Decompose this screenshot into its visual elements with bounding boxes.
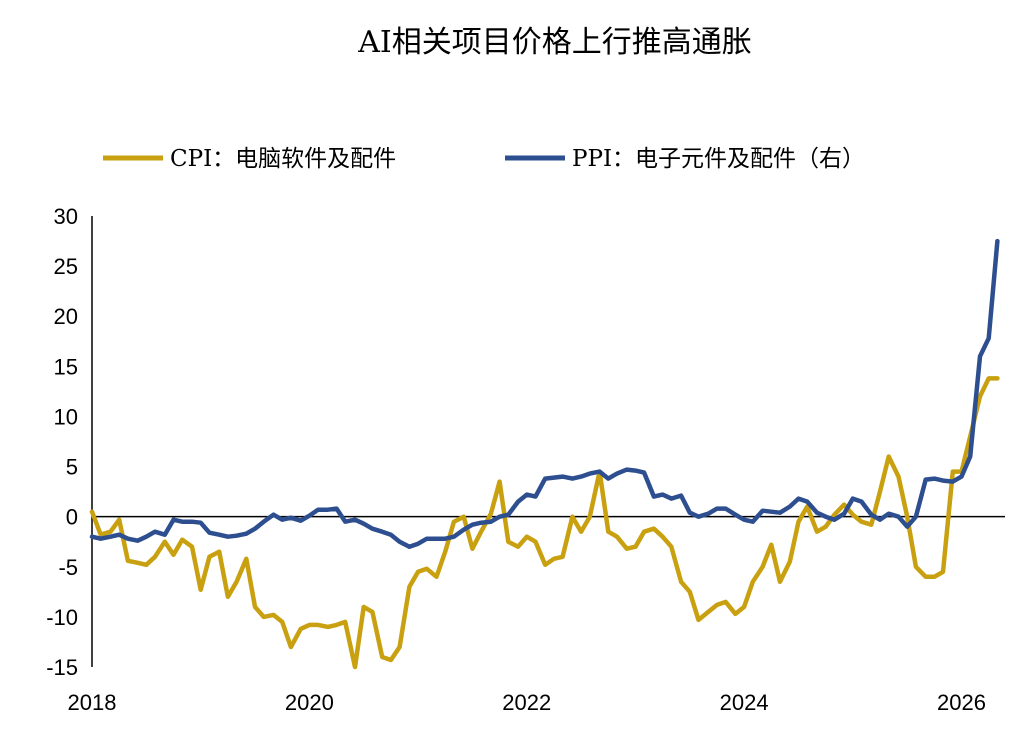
series-layer bbox=[89, 238, 1000, 670]
series-line-cpi bbox=[89, 376, 1000, 670]
y-tick-label: 30 bbox=[54, 204, 78, 229]
y-tick-label: 15 bbox=[54, 354, 78, 379]
y-tick-label: -15 bbox=[46, 655, 78, 680]
y-tick-label: 20 bbox=[54, 304, 78, 329]
x-tick-label: 2022 bbox=[502, 690, 551, 715]
y-tick-label: 5 bbox=[66, 455, 78, 480]
y-tick-label: 25 bbox=[54, 254, 78, 279]
y-tick-label: 0 bbox=[66, 505, 78, 530]
y-tick-label: -5 bbox=[58, 555, 78, 580]
x-tick-label: 2024 bbox=[720, 690, 769, 715]
chart-title: AI相关项目价格上行推高通胀 bbox=[357, 25, 752, 60]
legend: CPI：电脑软件及配件 PPI：电子元件及配件（右） bbox=[103, 146, 865, 172]
y-tick-label: -10 bbox=[46, 605, 78, 630]
x-tick-label: 2018 bbox=[68, 690, 117, 715]
x-axis: 2018 2020 2022 2024 2026 bbox=[68, 515, 1005, 715]
x-tick-label: 2026 bbox=[937, 690, 986, 715]
x-tick-label: 2020 bbox=[285, 690, 334, 715]
series-line-ppi bbox=[89, 238, 1000, 549]
legend-label-ppi: PPI：电子元件及配件（右） bbox=[572, 146, 865, 172]
y-tick-label: 10 bbox=[54, 404, 78, 429]
y-axis: 30 25 20 15 10 5 0 -5 -10 -15 bbox=[46, 204, 93, 680]
legend-label-cpi: CPI：电脑软件及配件 bbox=[170, 146, 396, 172]
